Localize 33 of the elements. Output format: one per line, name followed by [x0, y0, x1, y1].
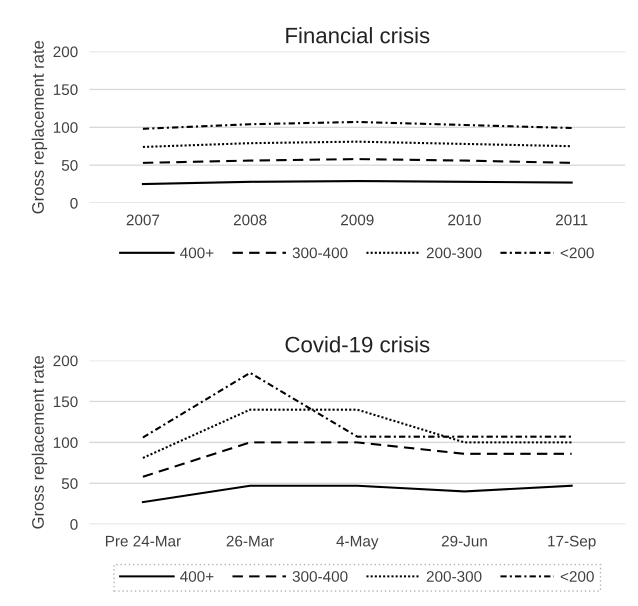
y-tick-label: 200	[53, 355, 78, 366]
y-tick-label: 100	[54, 122, 78, 133]
legend-label: <200	[560, 571, 594, 582]
x-tick-label: 2007	[126, 214, 160, 226]
y-axis-title: Gross replacement rate	[32, 356, 48, 529]
y-tick-label: 150	[54, 84, 78, 96]
y-tick-label: 0	[70, 198, 78, 209]
y-tick-label: 150	[54, 396, 78, 408]
x-tick-label: 2010	[448, 214, 481, 226]
legend-label: 300-400	[292, 571, 348, 582]
y-tick-label: 0	[70, 519, 78, 530]
legend-label: <200	[560, 247, 594, 258]
x-tick-label: 4-May	[336, 536, 378, 550]
chart-title: Covid-19 crisis	[286, 336, 430, 352]
chart-title: Financial crisis	[286, 27, 430, 44]
legend-label: 400+	[180, 571, 214, 582]
y-tick-label: 200	[53, 46, 78, 58]
legend-label: 200-300	[426, 247, 482, 258]
x-tick-label: 2009	[341, 214, 374, 226]
legend-label: 400+	[180, 247, 214, 258]
legend-label: 300-400	[292, 247, 348, 258]
legend-label: 200-300	[426, 571, 482, 582]
x-tick-label: 17-Sep	[548, 536, 596, 550]
x-tick-label: 2008	[234, 214, 266, 226]
y-tick-label: 50	[62, 478, 78, 489]
y-tick-label: 50	[62, 160, 78, 171]
x-tick-label: 29-Jun	[442, 536, 487, 547]
line-series	[142, 120, 573, 130]
y-axis-title: Gross replacement rate	[32, 40, 48, 214]
y-tick-label: 100	[54, 437, 78, 448]
x-tick-label: 26-Mar	[226, 536, 274, 547]
x-tick-label: 2011	[556, 214, 588, 226]
x-tick-label: Pre 24-Mar	[106, 536, 181, 547]
